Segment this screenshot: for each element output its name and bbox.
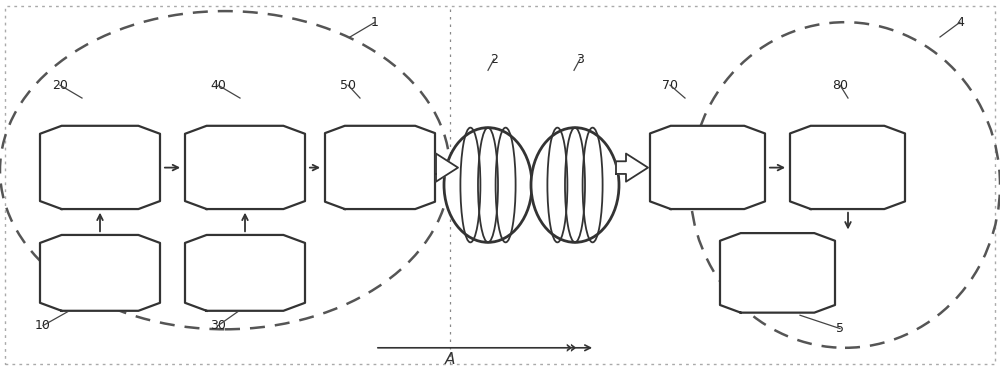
Polygon shape bbox=[616, 154, 648, 182]
Ellipse shape bbox=[444, 128, 532, 242]
Polygon shape bbox=[436, 154, 458, 182]
Text: 20: 20 bbox=[52, 78, 68, 92]
Text: 气: 气 bbox=[536, 182, 544, 195]
Text: 30: 30 bbox=[210, 319, 226, 332]
Polygon shape bbox=[650, 126, 765, 209]
Text: 70: 70 bbox=[662, 78, 678, 92]
Text: 3: 3 bbox=[576, 53, 584, 66]
Text: 80: 80 bbox=[832, 78, 848, 92]
Text: 40: 40 bbox=[210, 78, 226, 92]
Polygon shape bbox=[790, 126, 905, 209]
Text: 空: 空 bbox=[536, 156, 544, 169]
Text: 1: 1 bbox=[371, 16, 379, 29]
Text: 10: 10 bbox=[35, 319, 51, 332]
Polygon shape bbox=[40, 235, 160, 311]
Polygon shape bbox=[185, 126, 305, 209]
Text: 4: 4 bbox=[956, 16, 964, 29]
Ellipse shape bbox=[531, 128, 619, 242]
Polygon shape bbox=[325, 126, 435, 209]
Polygon shape bbox=[40, 126, 160, 209]
Text: 50: 50 bbox=[340, 78, 356, 92]
Polygon shape bbox=[185, 235, 305, 311]
Text: 2: 2 bbox=[490, 53, 498, 66]
Text: 5: 5 bbox=[836, 322, 844, 335]
Text: A: A bbox=[445, 352, 455, 367]
Polygon shape bbox=[720, 233, 835, 313]
Text: »: » bbox=[564, 340, 576, 357]
